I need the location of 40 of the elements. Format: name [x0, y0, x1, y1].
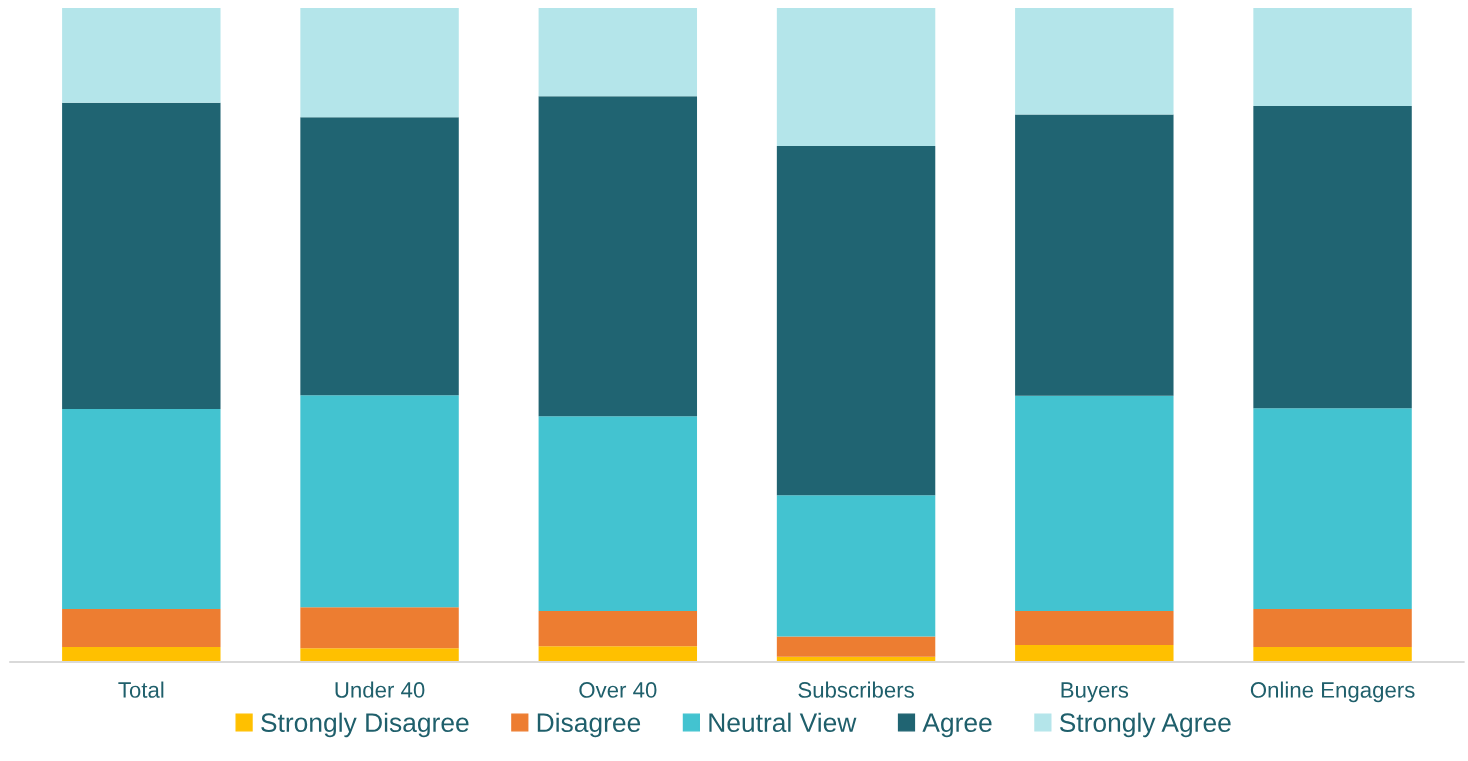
bar — [1253, 647, 1412, 663]
bar — [776, 636, 936, 657]
legend-label: Disagree — [537, 712, 641, 738]
x-tick-label: Online Engagers — [1250, 681, 1415, 703]
bar — [776, 7, 936, 146]
legend-label: Neutral View — [709, 712, 857, 733]
bar — [538, 7, 698, 97]
legend-label: Agree — [922, 713, 992, 738]
bar — [538, 646, 698, 663]
legend-label: Strongly Agree — [1059, 712, 1231, 738]
bar — [300, 7, 459, 118]
bar — [1015, 7, 1174, 115]
bar — [1253, 408, 1412, 610]
bar — [62, 102, 221, 409]
x-tick-label: Under 40 — [335, 681, 425, 698]
x-tick-label: Total — [118, 681, 164, 698]
bar — [538, 611, 698, 647]
bar — [776, 495, 936, 637]
bar — [1015, 645, 1174, 663]
bar — [62, 647, 221, 663]
bar — [300, 117, 459, 396]
bar — [538, 96, 698, 417]
bar — [62, 408, 221, 610]
x-tick-label: Buyers — [1061, 682, 1129, 703]
bar — [62, 7, 221, 103]
bar — [300, 648, 459, 663]
legend-label: Strongly Disagree — [261, 712, 469, 738]
bar — [538, 416, 698, 612]
bar — [1015, 395, 1174, 612]
bar — [62, 609, 221, 648]
bar — [1015, 611, 1174, 646]
bar — [300, 395, 459, 608]
bar — [300, 607, 459, 649]
x-tick-label: Over 40 — [579, 682, 657, 698]
bar — [1253, 106, 1412, 409]
bar — [1253, 609, 1412, 648]
bar — [776, 146, 936, 496]
bar — [1015, 114, 1174, 396]
bar — [1253, 7, 1412, 107]
x-tick-label: Subscribers — [798, 681, 914, 698]
